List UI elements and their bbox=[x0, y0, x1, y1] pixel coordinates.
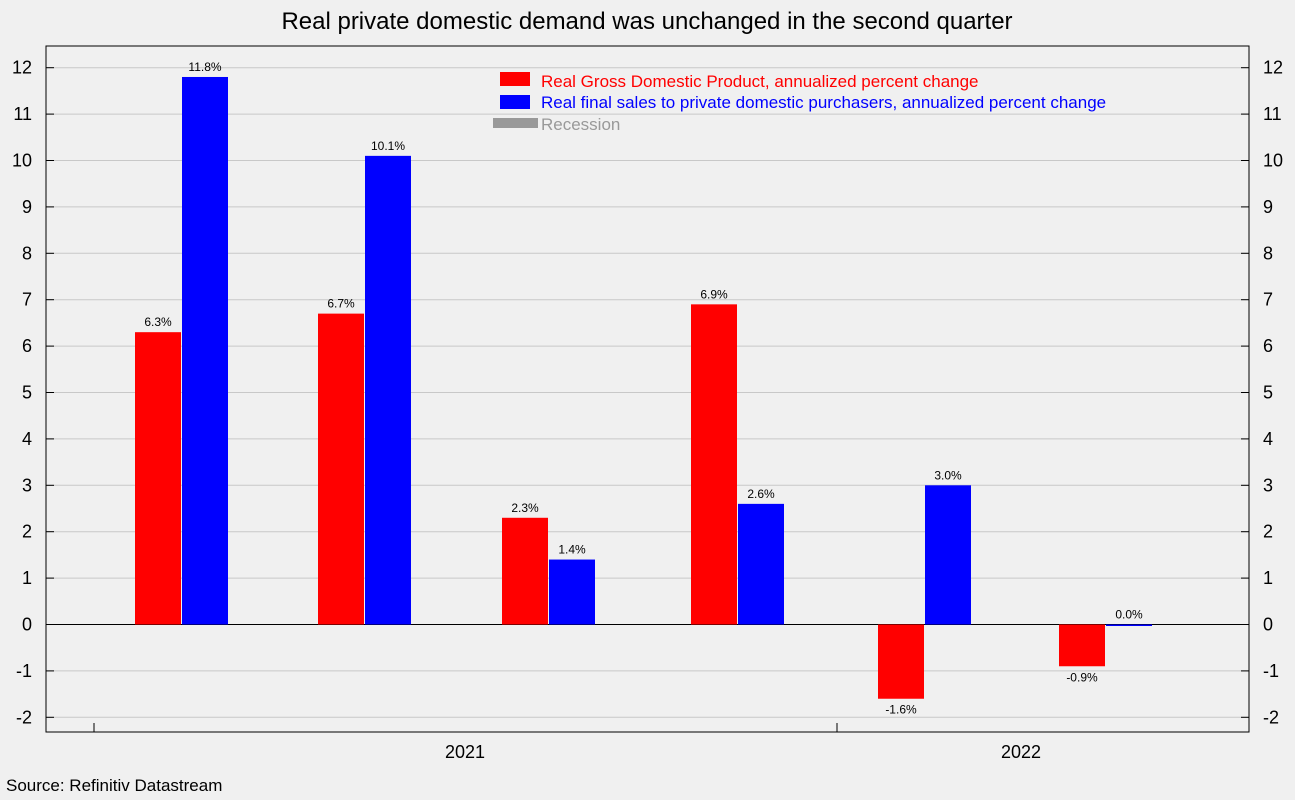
legend-swatch-gdp bbox=[500, 72, 530, 86]
y-tick-label-left: 10 bbox=[12, 151, 32, 171]
data-label: 6.9% bbox=[700, 287, 728, 301]
bar-gdp-2022-q2 bbox=[1059, 624, 1105, 667]
y-tick-label-right: 1 bbox=[1263, 568, 1273, 588]
data-label: 6.7% bbox=[327, 297, 355, 311]
bar-gdp-2021-q1 bbox=[135, 332, 181, 625]
data-label: 1.4% bbox=[558, 543, 586, 557]
legend-label-final-sales: Real final sales to private domestic pur… bbox=[541, 93, 1106, 112]
data-label: 11.8% bbox=[188, 60, 221, 74]
y-tick-label-left: 4 bbox=[22, 429, 32, 449]
y-tick-label-right: 11 bbox=[1263, 104, 1282, 124]
source-note: Source: Refinitiv Datastream bbox=[6, 776, 222, 795]
y-tick-label-right: 5 bbox=[1263, 383, 1273, 403]
y-tick-label-right: 6 bbox=[1263, 336, 1273, 356]
y-tick-label-left: 2 bbox=[22, 522, 32, 542]
y-tick-label-right: -1 bbox=[1263, 661, 1279, 681]
y-tick-label-right: 3 bbox=[1263, 475, 1273, 495]
y-tick-label-right: 0 bbox=[1263, 615, 1273, 635]
y-tick-label-left: -2 bbox=[16, 707, 32, 727]
bar-final-sales-2021-q1 bbox=[182, 76, 228, 625]
y-tick-label-left: 8 bbox=[22, 243, 32, 263]
y-tick-label-left: 5 bbox=[22, 383, 32, 403]
x-axis: 2021 2022 bbox=[93, 723, 1041, 762]
y-tick-label-left: 1 bbox=[22, 568, 32, 588]
data-label: 6.3% bbox=[144, 315, 172, 329]
plot-frame bbox=[45, 45, 1250, 733]
bar-final-sales-2022-q1 bbox=[925, 485, 971, 625]
gridlines bbox=[46, 67, 1249, 718]
y-tick-label-left: -1 bbox=[16, 661, 32, 681]
data-labels: 6.3% 6.7% 2.3% 6.9% -1.6% -0.9% 11.8% 10.1% 1.4%… bbox=[144, 60, 1143, 717]
chart-title: Real private domestic demand was unchang… bbox=[281, 8, 1012, 35]
x-axis-label: 2022 bbox=[1001, 742, 1041, 762]
bars bbox=[135, 76, 1152, 699]
y-tick-label-right: 7 bbox=[1263, 290, 1273, 310]
data-label: -1.6% bbox=[885, 703, 917, 717]
y-tick-label-left: 0 bbox=[22, 615, 32, 635]
y-tick-label-right: -2 bbox=[1263, 707, 1279, 727]
bar-final-sales-2022-q2 bbox=[1106, 624, 1152, 626]
data-label: 3.0% bbox=[934, 468, 962, 482]
y-tick-label-left: 11 bbox=[13, 104, 32, 124]
y-tick-label-right: 12 bbox=[1263, 58, 1283, 78]
y-tick-label-right: 4 bbox=[1263, 429, 1273, 449]
data-label: 0.0% bbox=[1115, 608, 1143, 622]
bar-gdp-2022-q1 bbox=[878, 624, 924, 699]
y-tick-label-right: 2 bbox=[1263, 522, 1273, 542]
y-tick-label-right: 9 bbox=[1263, 197, 1273, 217]
legend: Real Gross Domestic Product, annualized … bbox=[493, 72, 1106, 134]
data-label: 10.1% bbox=[371, 139, 405, 153]
bar-gdp-2021-q4 bbox=[691, 304, 737, 625]
bar-final-sales-2021-q2 bbox=[365, 155, 411, 625]
y-tick-label-left: 6 bbox=[22, 336, 32, 356]
legend-swatch-final-sales bbox=[500, 95, 530, 109]
y-tick-label-left: 9 bbox=[22, 197, 32, 217]
data-label: 2.6% bbox=[747, 487, 775, 501]
bar-gdp-2021-q2 bbox=[318, 313, 364, 625]
y-tick-label-left: 12 bbox=[12, 58, 32, 78]
y-tick-label-left: 3 bbox=[22, 475, 32, 495]
legend-swatch-recession bbox=[493, 118, 538, 128]
data-label: 2.3% bbox=[511, 501, 539, 515]
bar-final-sales-2021-q4 bbox=[738, 503, 784, 625]
bar-gdp-2021-q3 bbox=[502, 517, 548, 625]
legend-label-recession: Recession bbox=[541, 115, 620, 134]
y-tick-label-left: 7 bbox=[22, 290, 32, 310]
bar-final-sales-2021-q3 bbox=[549, 559, 595, 625]
data-label: -0.9% bbox=[1066, 670, 1098, 684]
y-tick-label-right: 8 bbox=[1263, 243, 1273, 263]
y-tick-label-right: 10 bbox=[1263, 151, 1283, 171]
x-axis-label: 2021 bbox=[445, 742, 485, 762]
legend-label-gdp: Real Gross Domestic Product, annualized … bbox=[541, 72, 979, 91]
